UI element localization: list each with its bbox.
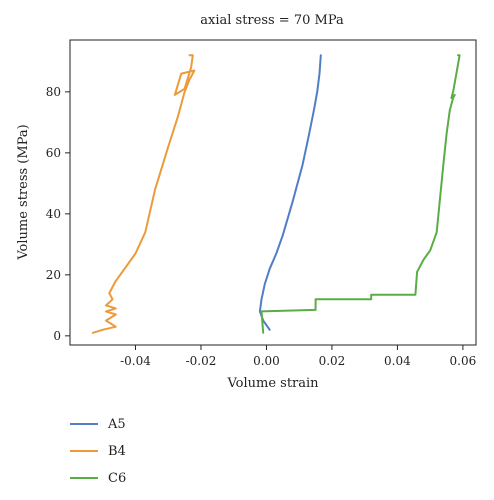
series-group <box>91 54 461 334</box>
y-tick-label: 20 <box>46 268 61 282</box>
y-tick-label: 60 <box>46 146 61 160</box>
y-tick-label: 80 <box>46 85 61 99</box>
x-tick-label: 0.02 <box>319 354 346 368</box>
y-tick-label: 40 <box>46 207 61 221</box>
series-line-a5 <box>258 54 322 331</box>
x-tick-label: 0.00 <box>253 354 280 368</box>
legend-label-b4: B4 <box>108 444 126 459</box>
y-axis-label: Volume stress (MPa) <box>16 124 31 260</box>
x-tick-label: -0.04 <box>120 354 151 368</box>
legend-label-a5: A5 <box>107 417 126 432</box>
x-axis-label: Volume strain <box>226 376 319 391</box>
y-tick-label: 0 <box>53 329 61 343</box>
chart-title: axial stress = 70 MPa <box>200 13 344 28</box>
plot-frame <box>69 39 477 346</box>
series-line-b4 <box>91 54 196 334</box>
x-axis: -0.04 -0.02 0.00 0.02 0.04 0.06 <box>120 345 476 368</box>
x-tick-label: 0.06 <box>450 354 477 368</box>
legend-label-c6: C6 <box>108 471 126 486</box>
legend: A5 B4 C6 <box>70 417 126 486</box>
x-tick-label: 0.04 <box>384 354 411 368</box>
series-line-c6 <box>260 54 461 334</box>
x-tick-label: -0.02 <box>186 354 217 368</box>
y-axis: 0 20 40 60 80 <box>46 85 70 343</box>
